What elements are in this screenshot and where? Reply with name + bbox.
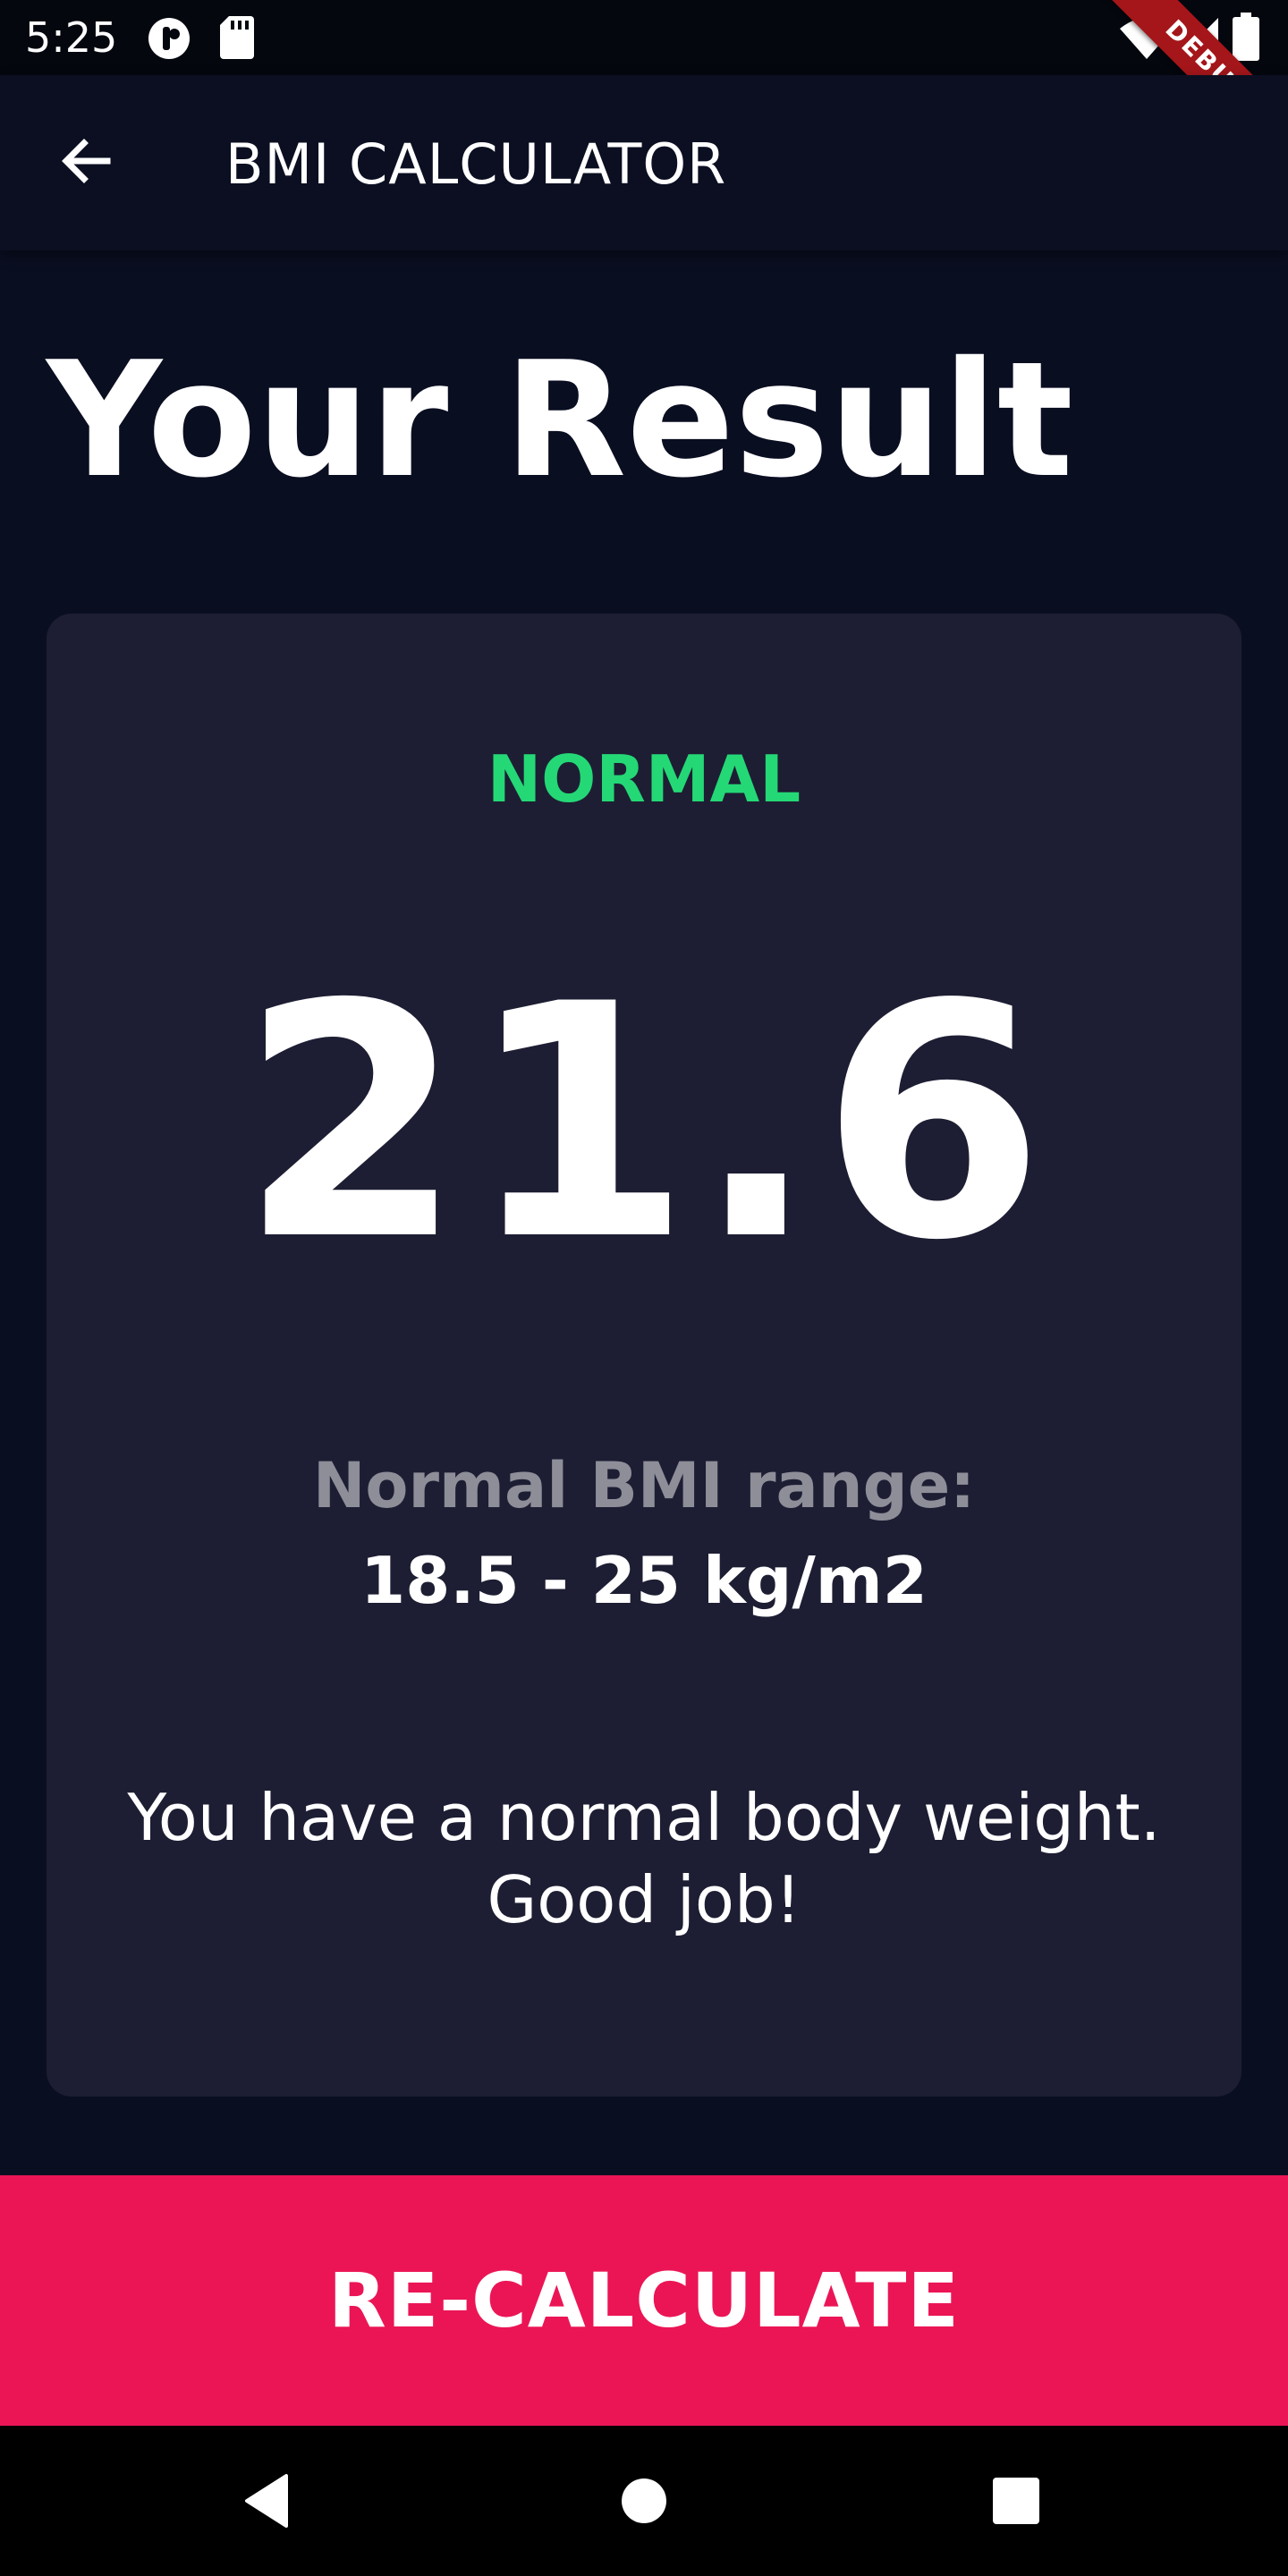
notification-icon	[147, 16, 191, 61]
home-circle-icon	[622, 2479, 666, 2523]
nav-back-button[interactable]	[234, 2465, 306, 2537]
bmi-status-label: NORMAL	[487, 741, 801, 817]
recalculate-button[interactable]: RE-CALCULATE	[0, 2175, 1288, 2426]
recalculate-label: RE-CALCULATE	[328, 2257, 960, 2344]
normal-range-label: Normal BMI range:	[312, 1449, 976, 1522]
app-bar: BMI CALCULATOR	[0, 75, 1288, 250]
page-title: Your Result	[47, 327, 1073, 513]
battery-icon	[1233, 13, 1259, 61]
nav-home-button[interactable]	[608, 2465, 680, 2537]
system-nav-bar	[0, 2426, 1288, 2576]
nav-recents-button[interactable]	[980, 2465, 1052, 2537]
bmi-value: 21.6	[239, 936, 1049, 1310]
status-time: 5:25	[25, 13, 118, 62]
bmi-interpretation: You have a normal body weight. Good job!	[127, 1780, 1161, 1937]
app-title: BMI CALCULATOR	[225, 131, 727, 197]
normal-range-value: 18.5 - 25 kg/m2	[360, 1543, 928, 1618]
arrow-back-icon	[62, 139, 111, 183]
back-triangle-icon	[245, 2474, 288, 2528]
result-card: NORMAL 21.6 Normal BMI range: 18.5 - 25 …	[47, 614, 1241, 2097]
recents-square-icon	[993, 2478, 1039, 2524]
status-bar: 5:25	[0, 0, 1288, 75]
sd-card-icon	[220, 16, 254, 59]
back-button[interactable]	[50, 127, 122, 199]
